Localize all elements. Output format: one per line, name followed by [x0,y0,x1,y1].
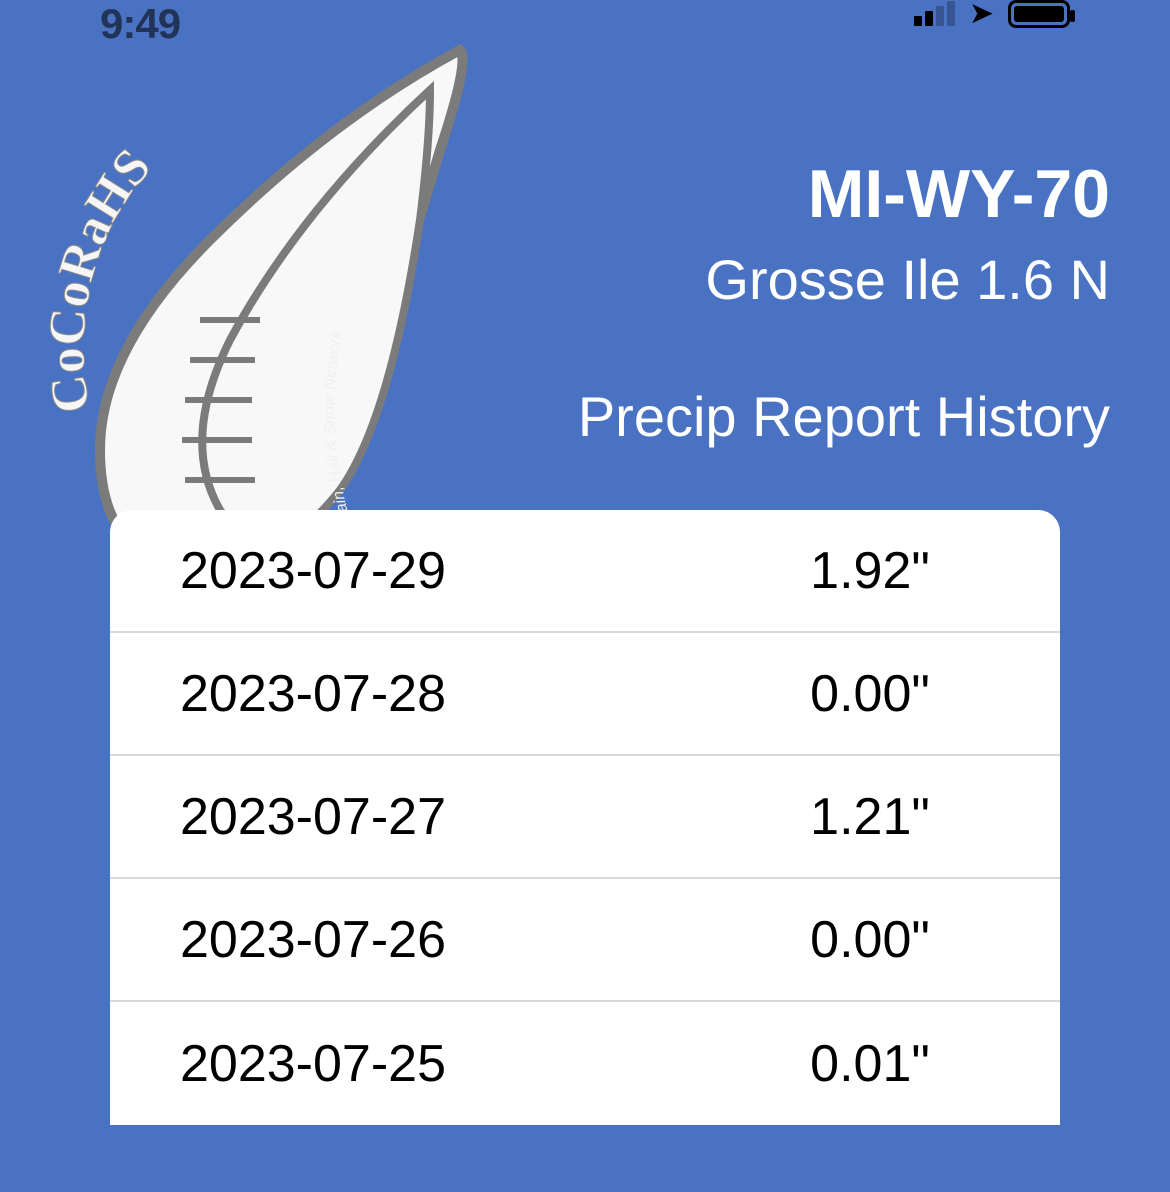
location-icon: ➤ [969,0,994,31]
report-date: 2023-07-27 [180,787,740,847]
list-item[interactable]: 2023-07-26 0.00" [110,879,1060,1002]
report-value: 0.00" [740,910,1000,970]
report-value: 1.92" [740,541,1000,601]
report-history-list[interactable]: 2023-07-29 1.92" 2023-07-28 0.00" 2023-0… [110,510,1060,1125]
logo-text: CoCoRaHS [38,138,162,417]
list-item[interactable]: 2023-07-27 1.21" [110,756,1060,879]
svg-text:CoCoRaHS: CoCoRaHS [38,138,162,417]
battery-icon [1008,0,1070,28]
report-value: 1.21" [740,787,1000,847]
list-item[interactable]: 2023-07-28 0.00" [110,633,1060,756]
signal-icon [914,2,955,26]
status-bar: 9:49 ➤ [0,0,1170,40]
report-date: 2023-07-26 [180,910,740,970]
station-name: Grosse Ile 1.6 N [578,247,1110,312]
report-date: 2023-07-28 [180,664,740,724]
report-value: 0.01" [740,1034,1000,1094]
cocorahs-logo: CoCoRaHS tive Rain, Hail & Snow Network [30,20,490,580]
header-block: MI-WY-70 Grosse Ile 1.6 N Precip Report … [578,155,1110,449]
report-date: 2023-07-29 [180,541,740,601]
station-id: MI-WY-70 [578,155,1110,233]
list-item[interactable]: 2023-07-29 1.92" [110,510,1060,633]
status-time: 9:49 [100,0,180,48]
section-title: Precip Report History [578,384,1110,449]
list-item[interactable]: 2023-07-25 0.01" [110,1002,1060,1125]
report-date: 2023-07-25 [180,1034,740,1094]
status-indicators: ➤ [914,0,1070,31]
report-value: 0.00" [740,664,1000,724]
